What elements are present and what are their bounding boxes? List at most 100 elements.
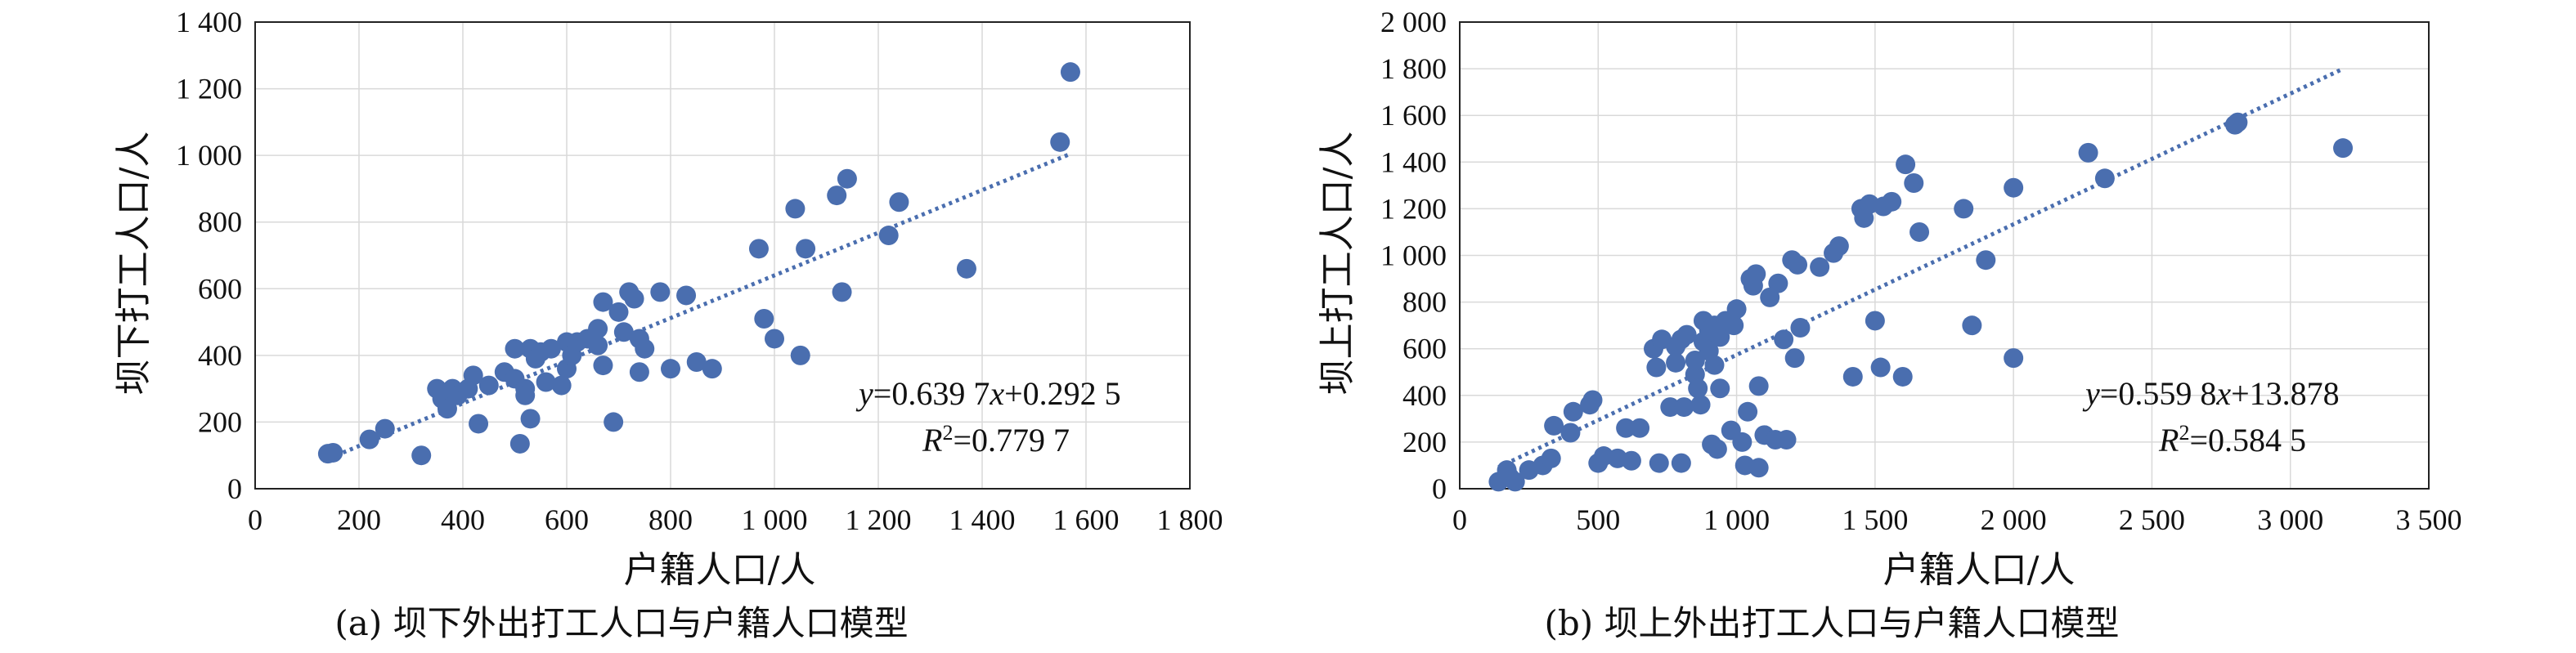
- x-tick-label: 1 400: [949, 503, 1016, 536]
- equation-b-x: x: [2215, 375, 2231, 412]
- scatter-point: [837, 168, 857, 189]
- scatter-point: [878, 226, 899, 246]
- scatter-point: [1904, 172, 1924, 193]
- scatter-point: [1544, 415, 1564, 436]
- r-squared-a-symbol: R: [922, 422, 942, 458]
- equation-a-x: x: [989, 375, 1004, 412]
- equation-b-intercept: +13.878: [2231, 375, 2340, 412]
- y-tick-label: 800: [1402, 286, 1447, 319]
- scatter-point: [515, 385, 536, 405]
- scatter-point: [1050, 132, 1070, 152]
- scatter-point: [2078, 142, 2098, 163]
- x-tick-label: 1 600: [1053, 503, 1120, 536]
- y-tick-label: 1 800: [1380, 52, 1447, 85]
- scatter-point: [1954, 199, 1974, 219]
- scatter-point: [1896, 154, 1916, 175]
- scatter-point: [1676, 324, 1697, 345]
- scatter-point: [1630, 418, 1650, 438]
- scatter-point: [2094, 168, 2115, 189]
- scatter-point: [1776, 430, 1797, 450]
- scatter-point: [748, 239, 769, 259]
- x-tick-label: 3 000: [2257, 503, 2323, 536]
- scatter-point: [1707, 439, 1727, 459]
- scatter-point: [604, 412, 624, 432]
- scatter-point: [1746, 264, 1766, 284]
- scatter-point: [1788, 254, 1808, 275]
- scatter-point: [702, 359, 722, 379]
- scatter-point: [478, 375, 499, 396]
- scatter-point: [375, 418, 395, 439]
- x-tick-label: 0: [248, 503, 263, 536]
- x-tick-label: 1 800: [1157, 503, 1223, 536]
- scatter-point: [536, 372, 556, 392]
- scatter-point: [593, 292, 613, 312]
- scatter-point: [1563, 401, 1583, 422]
- x-axis-label-b: 户籍人口/人: [1883, 549, 2076, 591]
- scatter-point: [754, 308, 774, 329]
- scatter-point: [1870, 357, 1891, 378]
- scatter-point: [832, 282, 852, 302]
- y-tick-label: 1 000: [176, 139, 242, 172]
- equation-b-y: y: [2082, 375, 2100, 412]
- caption-a: (a) 坝下外出打工人口与户籍人口模型: [334, 603, 908, 643]
- scatter-point: [1726, 299, 1747, 320]
- scatter-point: [1688, 378, 1708, 399]
- r-squared-b-exponent: 2: [2179, 421, 2189, 445]
- scatter-point: [505, 338, 525, 359]
- scatter-point: [1704, 355, 1725, 375]
- scatter-point: [509, 433, 530, 454]
- scatter-point: [1560, 423, 1581, 443]
- scatter-point: [1710, 378, 1730, 399]
- x-tick-label: 400: [441, 503, 485, 536]
- y-tick-label: 600: [198, 272, 242, 305]
- scatter-point: [1829, 236, 1849, 257]
- trendline-a: [321, 151, 1071, 463]
- gridlines-b: [1459, 21, 2430, 490]
- scatter-point: [1962, 315, 1982, 336]
- x-tick-label: 2 500: [2119, 503, 2185, 536]
- scatter-point: [1582, 390, 1603, 410]
- data-points-b: [1488, 112, 2354, 492]
- scatter-point: [1649, 453, 1669, 473]
- r-squared-a: R2=0.779 7: [922, 421, 1070, 458]
- equation-a-intercept: +0.292 5: [1004, 375, 1121, 412]
- scatter-point: [1748, 458, 1769, 478]
- y-tick-label: 1 400: [176, 6, 242, 38]
- r-squared-a-value: =0.779 7: [953, 422, 1070, 458]
- scatter-point: [790, 345, 810, 365]
- scatter-point: [1774, 329, 1794, 350]
- scatter-point: [1710, 327, 1730, 347]
- gridlines-a: [254, 21, 1191, 490]
- x-axis-label-a: 户籍人口/人: [624, 549, 816, 591]
- scatter-point: [469, 414, 489, 434]
- scatter-point: [1748, 376, 1769, 396]
- scatter-point: [1616, 418, 1636, 438]
- scatter-point: [796, 239, 816, 259]
- r-squared-b-symbol: R: [2158, 422, 2179, 458]
- scatter-point: [1646, 357, 1667, 378]
- caption-b: (b) 坝上外出打工人口与户籍人口模型: [1544, 603, 2119, 643]
- scatter-point: [2228, 112, 2248, 132]
- scatter-point: [1976, 250, 1996, 271]
- scatter-point: [785, 199, 806, 219]
- x-tick-label: 1 500: [1842, 503, 1908, 536]
- y-tick-label: 800: [198, 206, 242, 239]
- scatter-point: [323, 442, 343, 463]
- scatter-point: [1865, 311, 1885, 331]
- r-squared-b: R2=0.584 5: [2158, 421, 2306, 458]
- scatter-point: [1910, 221, 1930, 242]
- scatter-point: [956, 258, 976, 279]
- x-tick-label: 3 500: [2396, 503, 2462, 536]
- tick-labels-b: 0 200 400 600 800 1 000 1 200 1 400 1 600 1 800 2 …: [1380, 6, 2462, 536]
- scatter-point: [1784, 348, 1805, 369]
- scatter-point: [1541, 448, 1561, 468]
- scatter-point: [827, 186, 847, 206]
- scatter-point: [686, 352, 707, 373]
- equation-a-y: y: [855, 375, 873, 412]
- y-tick-label: 1 200: [1380, 192, 1447, 225]
- scatter-point: [593, 356, 613, 376]
- x-tick-label: 600: [545, 503, 589, 536]
- equation-a: y=0.639 7x+0.292 5: [855, 375, 1121, 412]
- r-squared-b-value: =0.584 5: [2189, 422, 2306, 458]
